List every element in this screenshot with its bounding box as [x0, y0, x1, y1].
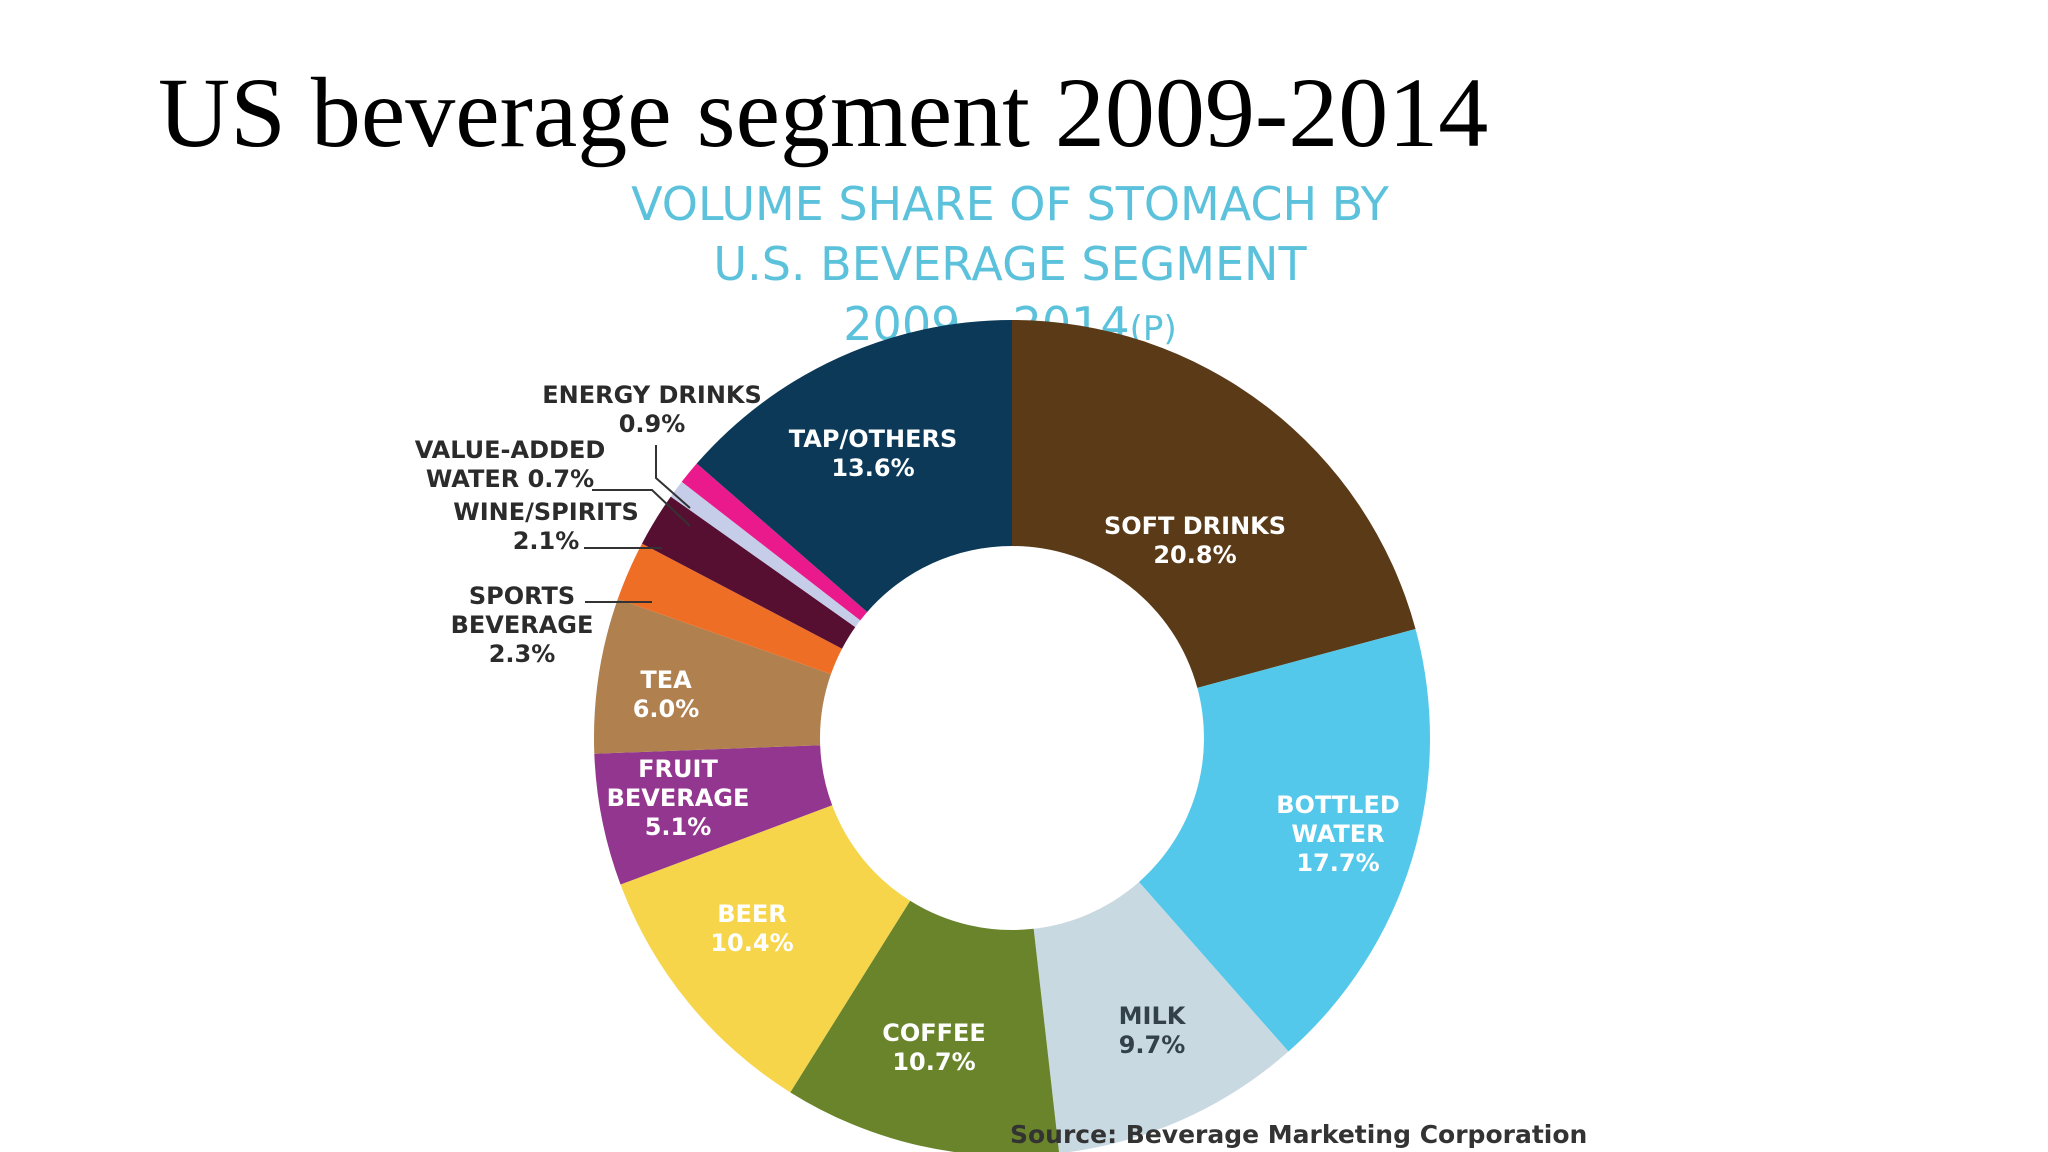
leader-line-value-added-water	[592, 489, 691, 527]
slice-beer	[620, 805, 911, 1093]
source-note: Source: Beverage Marketing Corporation	[1010, 1120, 1588, 1149]
slice-label-line: 17.7%	[1296, 849, 1379, 877]
slice-label-line: ENERGY DRINKS	[542, 381, 762, 409]
slice-coffee	[790, 900, 1060, 1152]
chart-title-line-2: U.S. BEVERAGE SEGMENT	[713, 237, 1307, 291]
slice-label-energy-drinks: ENERGY DRINKS 0.9%	[542, 381, 762, 438]
slice-label-line: BEVERAGE	[451, 611, 594, 639]
slice-label-line: SOFT DRINKS	[1104, 512, 1286, 540]
slice-label-line: BOTTLED	[1276, 791, 1400, 819]
slice-bottled-water	[1138, 628, 1431, 1052]
slice-label-value-added-water: VALUE-ADDED WATER 0.7%	[415, 436, 606, 493]
slice-label-line: TAP/OTHERS	[789, 425, 957, 453]
slice-label-line: 6.0%	[633, 695, 700, 723]
slice-energy-drinks	[681, 463, 868, 621]
leader-line-energy-drinks	[655, 445, 691, 509]
slice-fruit-beverage	[594, 745, 833, 885]
slice-label-line: FRUIT	[638, 755, 718, 783]
slice-label-line: 2.3%	[489, 640, 556, 668]
slice-label-line: WATER 0.7%	[426, 465, 594, 493]
slice-label-fruit-beverage: FRUIT BEVERAGE 5.1%	[607, 755, 750, 841]
slice-label-line: COFFEE	[882, 1019, 986, 1047]
slice-label-line: WINE/SPIRITS	[453, 498, 639, 526]
slice-label-sports-beverage: SPORTS BEVERAGE 2.3%	[451, 582, 594, 668]
slice-label-line: MILK	[1119, 1002, 1187, 1030]
slice-label-soft-drinks: SOFT DRINKS 20.8%	[1104, 512, 1286, 569]
slice-label-line: 0.9%	[619, 410, 686, 438]
slice-label-line: 13.6%	[831, 454, 914, 482]
slice-milk	[1033, 882, 1289, 1152]
slice-label-wine-spirits: WINE/SPIRITS 2.1%	[453, 498, 639, 555]
chart-title: VOLUME SHARE OF STOMACH BY U.S. BEVERAGE…	[510, 174, 1510, 359]
slice-label-line: 20.8%	[1153, 541, 1236, 569]
slice-label-beer: BEER 10.4%	[710, 900, 793, 957]
chart-title-line-1: VOLUME SHARE OF STOMACH BY	[631, 177, 1389, 231]
slice-label-tap-others: TAP/OTHERS 13.6%	[789, 425, 957, 482]
slice-label-coffee: COFFEE 10.7%	[882, 1019, 986, 1076]
slice-label-line: 10.7%	[892, 1048, 975, 1076]
slice-label-bottled-water: BOTTLED WATER 17.7%	[1276, 791, 1400, 877]
slice-label-tea: TEA 6.0%	[633, 666, 700, 723]
slice-label-line: 5.1%	[645, 813, 712, 841]
slice-label-line: VALUE-ADDED	[415, 436, 606, 464]
slice-soft-drinks	[1012, 320, 1416, 688]
slice-label-line: SPORTS	[469, 582, 575, 610]
slice-label-line: BEER	[717, 900, 787, 928]
slice-sports-beverage	[617, 543, 843, 675]
slice-tap-others	[696, 320, 1012, 612]
slice-label-line: 9.7%	[1119, 1031, 1186, 1059]
slice-label-milk: MILK 9.7%	[1119, 1002, 1187, 1059]
slide-title: US beverage segment 2009-2014	[158, 57, 1489, 168]
slice-label-line: 2.1%	[513, 527, 580, 555]
slice-label-line: TEA	[640, 666, 692, 694]
slice-tea	[594, 598, 831, 754]
slice-value-added-water	[670, 481, 861, 628]
slice-wine-spirits	[641, 496, 856, 649]
slice-label-line: 10.4%	[710, 929, 793, 957]
slice-label-line: WATER	[1291, 820, 1384, 848]
slice-label-line: BEVERAGE	[607, 784, 750, 812]
